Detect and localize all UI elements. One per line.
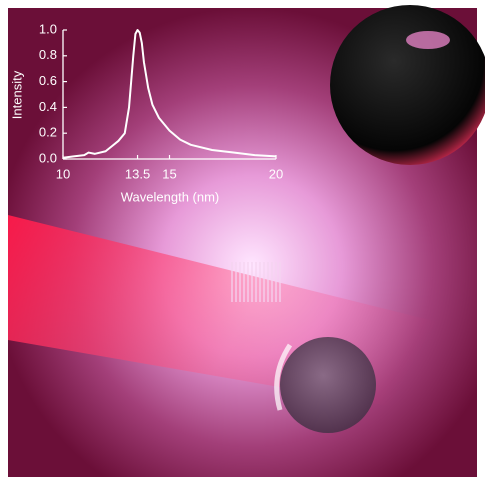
y-tick-label: 0.6	[39, 73, 57, 88]
x-tick-label: 10	[56, 166, 70, 181]
y-tick-label: 0.0	[39, 150, 57, 165]
y-tick-label: 1.0	[39, 21, 57, 36]
y-tick-label: 0.4	[39, 99, 57, 114]
x-tick-label: 20	[269, 166, 283, 181]
x-tick-label: 13.5	[125, 166, 150, 181]
x-axis-label: Wavelength (nm)	[121, 189, 220, 204]
sphere-spot	[406, 31, 450, 49]
figure: Wavelength (nm) Intensity 0.0 0.2 0.4 0.6 0.…	[0, 0, 485, 485]
x-tick-label: 15	[162, 166, 176, 181]
y-tick-label: 0.2	[39, 125, 57, 140]
droplet-sphere	[280, 337, 376, 433]
y-axis-label: Intensity	[9, 70, 24, 119]
magnified-sphere	[330, 5, 485, 165]
y-tick-label: 0.8	[39, 47, 57, 62]
